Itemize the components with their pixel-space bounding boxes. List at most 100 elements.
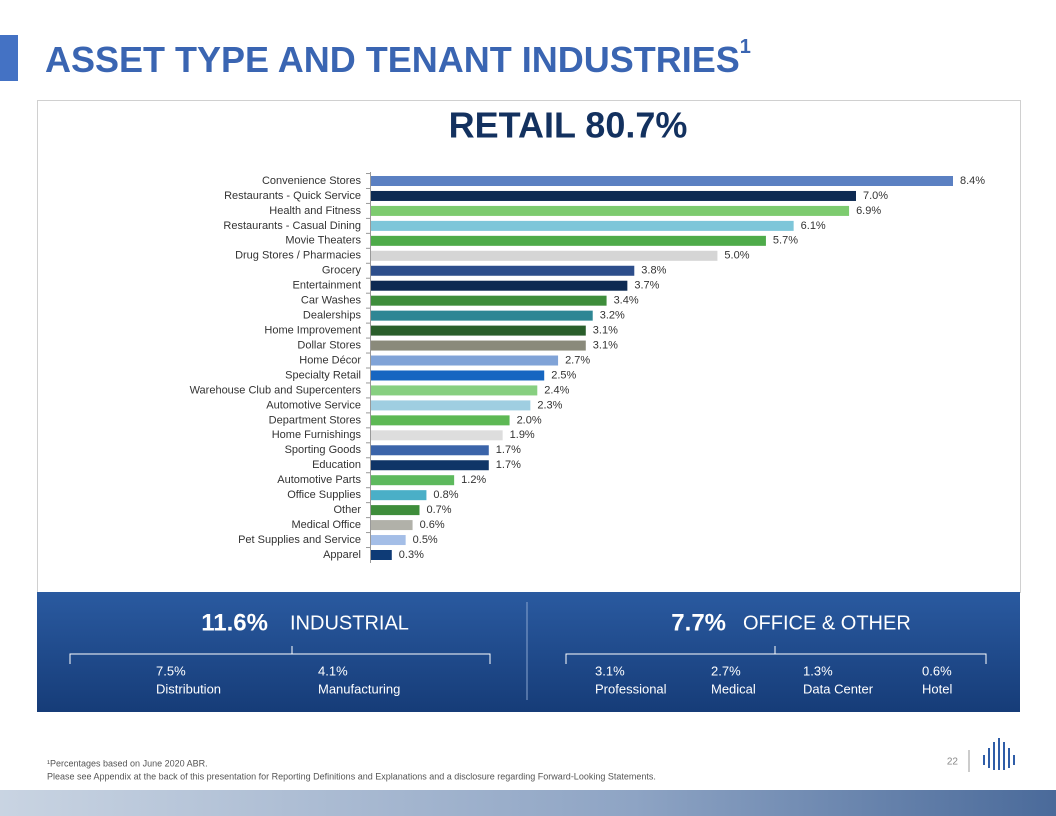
title-superscript: 1 [740, 36, 751, 58]
category-label: Department Stores [269, 414, 362, 426]
bar [371, 535, 406, 546]
bar-chart: Convenience Stores 8.4% Restaurants - Quic… [190, 172, 985, 563]
value-label: 1.7% [496, 444, 521, 456]
category-label: Other [333, 504, 361, 516]
bar [371, 280, 628, 291]
logo [983, 738, 1015, 770]
category-label: Apparel [323, 549, 361, 561]
bar [371, 490, 427, 501]
value-label: 8.4% [960, 175, 985, 187]
bar [371, 445, 489, 456]
value-label: 2.0% [517, 414, 542, 426]
value-label: 3.1% [593, 325, 618, 337]
footnote: ¹Percentages based on June 2020 ABR. [47, 758, 208, 768]
item-value: 7.5% [156, 663, 186, 678]
bar [371, 355, 559, 366]
value-label: 7.0% [863, 190, 888, 202]
category-label: Warehouse Club and Supercenters [190, 384, 362, 396]
category-label: Home Improvement [264, 325, 361, 337]
bar [371, 385, 538, 396]
value-label: 5.7% [773, 235, 798, 247]
category-label: Dollar Stores [297, 339, 361, 351]
value-label: 2.5% [551, 369, 576, 381]
bar [371, 430, 503, 441]
industrial-label: INDUSTRIAL [290, 612, 409, 634]
item-label: Professional [595, 681, 667, 696]
category-label: Automotive Parts [277, 474, 361, 486]
category-label: Automotive Service [266, 399, 361, 411]
value-label: 0.6% [420, 519, 445, 531]
bar [371, 400, 531, 411]
bar [371, 310, 593, 321]
chart-title: RETAIL 80.7% [449, 105, 688, 146]
bar [371, 520, 413, 531]
category-label: Drug Stores / Pharmacies [235, 250, 361, 262]
value-label: 3.4% [614, 295, 639, 307]
category-label: Grocery [322, 265, 362, 277]
item-label: Hotel [922, 681, 952, 696]
bar [371, 370, 545, 381]
value-label: 6.1% [801, 220, 826, 232]
category-label: Medical Office [292, 519, 362, 531]
value-label: 1.2% [461, 474, 486, 486]
value-label: 0.7% [427, 504, 452, 516]
bar [371, 325, 586, 336]
bar [371, 295, 607, 306]
value-label: 2.4% [544, 384, 569, 396]
slide-title: ASSET TYPE AND TENANT INDUSTRIES1 [45, 36, 751, 79]
category-label: Home Décor [299, 354, 361, 366]
category-label: Entertainment [293, 280, 361, 292]
item-label: Medical [711, 681, 756, 696]
office-bracket [565, 646, 987, 664]
item-value: 3.1% [595, 663, 625, 678]
value-label: 2.3% [537, 399, 562, 411]
value-label: 1.7% [496, 459, 521, 471]
bar [371, 475, 455, 486]
value-label: 0.3% [399, 549, 424, 561]
bar [371, 205, 850, 216]
title-text: ASSET TYPE AND TENANT INDUSTRIES [45, 39, 740, 80]
item-label: Data Center [803, 681, 874, 696]
item-value: 4.1% [318, 663, 348, 678]
bar [371, 265, 635, 276]
industrial-total: 11.6% [201, 609, 268, 636]
category-label: Pet Supplies and Service [238, 534, 361, 546]
value-label: 5.0% [724, 250, 749, 262]
item-label: Manufacturing [318, 681, 400, 696]
category-label: Movie Theaters [285, 235, 361, 247]
office-total: 7.7% [671, 609, 726, 636]
bar [371, 505, 420, 516]
category-label: Restaurants - Casual Dining [223, 220, 361, 232]
category-label: Home Furnishings [272, 429, 362, 441]
bar [371, 415, 510, 426]
value-label: 6.9% [856, 205, 881, 217]
item-value: 0.6% [922, 663, 952, 678]
value-label: 3.8% [641, 265, 666, 277]
bar [371, 235, 766, 246]
category-label: Health and Fitness [269, 205, 361, 217]
office-label: OFFICE & OTHER [743, 612, 911, 634]
item-value: 2.7% [711, 663, 741, 678]
item-value: 1.3% [803, 663, 833, 678]
summary-panel [37, 592, 1020, 712]
title-accent [0, 35, 18, 81]
footnote: Please see Appendix at the back of this … [47, 771, 656, 781]
value-label: 3.1% [593, 339, 618, 351]
value-label: 0.8% [433, 489, 458, 501]
industrial-bracket [69, 646, 491, 664]
bar [371, 250, 718, 261]
category-label: Sporting Goods [285, 444, 362, 456]
category-label: Specialty Retail [285, 369, 361, 381]
bar [371, 340, 586, 351]
bar [371, 176, 953, 186]
value-label: 1.9% [510, 429, 535, 441]
page-number: 22 [947, 757, 959, 768]
value-label: 3.2% [600, 310, 625, 322]
value-label: 2.7% [565, 354, 590, 366]
category-label: Convenience Stores [262, 175, 362, 187]
bar [371, 220, 794, 231]
bar [371, 460, 489, 471]
bar [371, 550, 392, 560]
category-label: Car Washes [301, 295, 362, 307]
